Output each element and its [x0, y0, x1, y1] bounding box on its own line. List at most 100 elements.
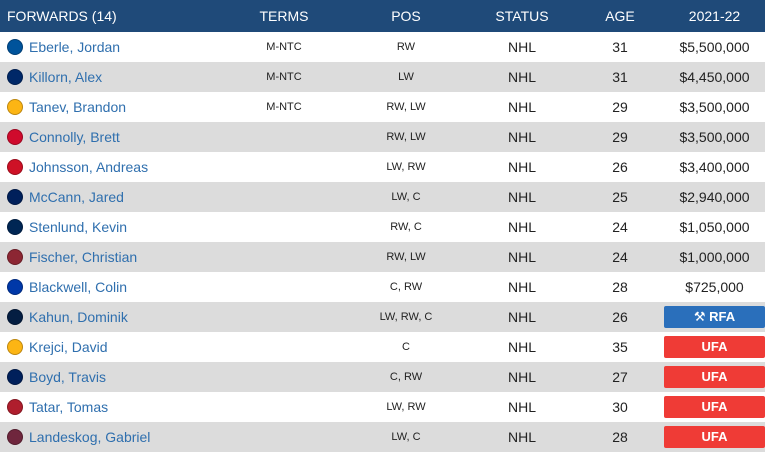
player-cell: Landeskog, Gabriel — [0, 429, 224, 445]
devils-icon — [7, 159, 23, 175]
table-row: Killorn, Alex M-NTC LW NHL 31 $4,450,000 — [0, 62, 765, 92]
status-cell: NHL — [507, 99, 536, 115]
position-cell: C, RW — [389, 281, 423, 293]
position-cell: LW — [398, 71, 414, 83]
rangers-icon — [7, 279, 23, 295]
table-row: Landeskog, Gabriel LW, C NHL 28 UFA — [0, 422, 765, 452]
player-name-link[interactable]: Landeskog, Gabriel — [29, 429, 151, 445]
player-name-link[interactable]: Killorn, Alex — [29, 69, 103, 85]
table-row: Tatar, Tomas LW, RW NHL 30 UFA — [0, 392, 765, 422]
salary-cell: $3,400,000 — [664, 159, 765, 175]
table-row: Stenlund, Kevin RW, C NHL 24 $1,050,000 — [0, 212, 765, 242]
age-cell: 35 — [612, 339, 628, 355]
player-cell: Stenlund, Kevin — [0, 219, 224, 235]
position-cell: C, RW — [389, 371, 423, 383]
penguins-icon — [7, 99, 23, 115]
salary-value: $1,000,000 — [679, 249, 750, 265]
player-name-link[interactable]: Boyd, Travis — [29, 369, 107, 385]
coyotes-icon — [7, 249, 23, 265]
player-name-link[interactable]: Tanev, Brandon — [29, 99, 127, 115]
table-header: FORWARDS (14) TERMS POS STATUS AGE 2021-… — [0, 0, 765, 32]
status-cell: NHL — [507, 309, 536, 325]
player-name-link[interactable]: Connolly, Brett — [29, 129, 120, 145]
age-cell: 30 — [612, 399, 628, 415]
player-name-link[interactable]: Blackwell, Colin — [29, 279, 128, 295]
header-season[interactable]: 2021-22 — [688, 8, 741, 24]
player-cell: Eberle, Jordan — [0, 39, 224, 55]
table-row: Connolly, Brett RW, LW NHL 29 $3,500,000 — [0, 122, 765, 152]
player-name-link[interactable]: Tatar, Tomas — [29, 399, 109, 415]
player-cell: Killorn, Alex — [0, 69, 224, 85]
terms-cell: M-NTC — [266, 71, 302, 83]
age-cell: 26 — [612, 309, 628, 325]
table-row: Tanev, Brandon M-NTC RW, LW NHL 29 $3,500,000 — [0, 92, 765, 122]
position-cell: RW — [396, 41, 416, 53]
age-cell: 27 — [612, 369, 628, 385]
table-row: Fischer, Christian RW, LW NHL 24 $1,000,000 — [0, 242, 765, 272]
header-age[interactable]: AGE — [605, 8, 635, 24]
salary-cell: $3,500,000 — [664, 99, 765, 115]
player-cell: Tanev, Brandon — [0, 99, 224, 115]
status-cell: NHL — [507, 39, 536, 55]
table-row: Blackwell, Colin C, RW NHL 28 $725,000 — [0, 272, 765, 302]
status-cell: NHL — [507, 159, 536, 175]
table-row: Johnsson, Andreas LW, RW NHL 26 $3,400,000 — [0, 152, 765, 182]
avalanche-icon — [7, 429, 23, 445]
player-name-link[interactable]: Fischer, Christian — [29, 249, 138, 265]
player-name-link[interactable]: Stenlund, Kevin — [29, 219, 128, 235]
table-row: McCann, Jared LW, C NHL 25 $2,940,000 — [0, 182, 765, 212]
ufa-badge[interactable]: UFA — [664, 396, 765, 418]
ufa-badge[interactable]: UFA — [664, 336, 765, 358]
status-cell: NHL — [507, 69, 536, 85]
maple-leafs-icon — [7, 189, 23, 205]
salary-cell: UFA — [664, 396, 765, 418]
player-name-link[interactable]: Johnsson, Andreas — [29, 159, 149, 175]
position-cell: LW, C — [391, 191, 421, 203]
salary-cell: UFA — [664, 336, 765, 358]
salary-cell: $1,000,000 — [664, 249, 765, 265]
badge-label: RFA — [709, 309, 736, 324]
blackhawks-icon — [7, 129, 23, 145]
ufa-badge[interactable]: UFA — [664, 366, 765, 388]
badge-label: UFA — [701, 399, 728, 414]
position-cell: LW, RW — [386, 401, 426, 413]
salary-value: $725,000 — [685, 279, 744, 295]
salary-cell: $3,500,000 — [664, 129, 765, 145]
badge-label: UFA — [701, 339, 728, 354]
position-cell: RW, LW — [386, 101, 426, 113]
player-cell: Johnsson, Andreas — [0, 159, 224, 175]
player-name-link[interactable]: Krejci, David — [29, 339, 108, 355]
salary-value: $2,940,000 — [679, 189, 750, 205]
salary-cell: $1,050,000 — [664, 219, 765, 235]
header-pos[interactable]: POS — [391, 8, 421, 24]
player-name-link[interactable]: Kahun, Dominik — [29, 309, 128, 325]
position-cell: C — [402, 341, 410, 353]
player-name-link[interactable]: Eberle, Jordan — [29, 39, 121, 55]
bruins-icon — [7, 339, 23, 355]
age-cell: 24 — [612, 219, 628, 235]
rfa-badge[interactable]: ⚒ RFA — [664, 306, 765, 328]
position-cell: RW, C — [390, 221, 422, 233]
table-body: Eberle, Jordan M-NTC RW NHL 31 $5,500,000 Kill… — [0, 32, 765, 452]
salary-cell: $5,500,000 — [664, 39, 765, 55]
player-cell: Tatar, Tomas — [0, 399, 224, 415]
status-cell: NHL — [507, 219, 536, 235]
player-name-link[interactable]: McCann, Jared — [29, 189, 124, 205]
terms-cell: M-NTC — [266, 101, 302, 113]
header-status[interactable]: STATUS — [495, 8, 549, 24]
oilers-icon — [7, 309, 23, 325]
age-cell: 29 — [612, 99, 628, 115]
status-cell: NHL — [507, 279, 536, 295]
header-terms[interactable]: TERMS — [259, 8, 309, 24]
status-cell: NHL — [507, 249, 536, 265]
age-cell: 25 — [612, 189, 628, 205]
salary-value: $3,500,000 — [679, 99, 750, 115]
header-forwards[interactable]: FORWARDS (14) — [7, 8, 117, 24]
status-cell: NHL — [507, 189, 536, 205]
status-cell: NHL — [507, 429, 536, 445]
player-cell: McCann, Jared — [0, 189, 224, 205]
salary-cell: ⚒ RFA — [664, 306, 765, 328]
ufa-badge[interactable]: UFA — [664, 426, 765, 448]
player-cell: Boyd, Travis — [0, 369, 224, 385]
